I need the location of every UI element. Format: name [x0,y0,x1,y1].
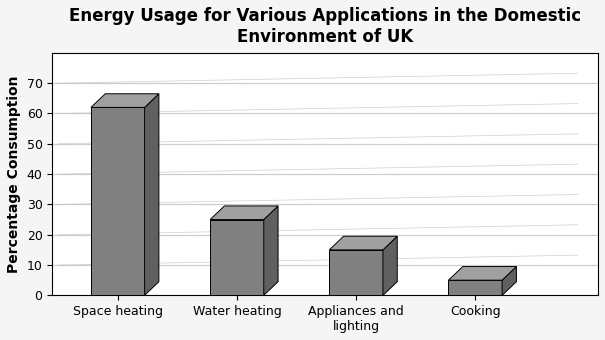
Title: Energy Usage for Various Applications in the Domestic
Environment of UK: Energy Usage for Various Applications in… [69,7,581,46]
Polygon shape [210,206,278,220]
Polygon shape [329,236,397,250]
Polygon shape [448,267,517,280]
Bar [329,250,383,295]
Y-axis label: Percentage Consumption: Percentage Consumption [7,75,21,273]
Bar [210,220,264,295]
Polygon shape [502,267,517,295]
Bar [448,280,502,295]
Polygon shape [145,94,159,295]
Polygon shape [383,236,397,295]
Polygon shape [91,94,159,107]
Bar [91,107,145,295]
Polygon shape [264,206,278,295]
